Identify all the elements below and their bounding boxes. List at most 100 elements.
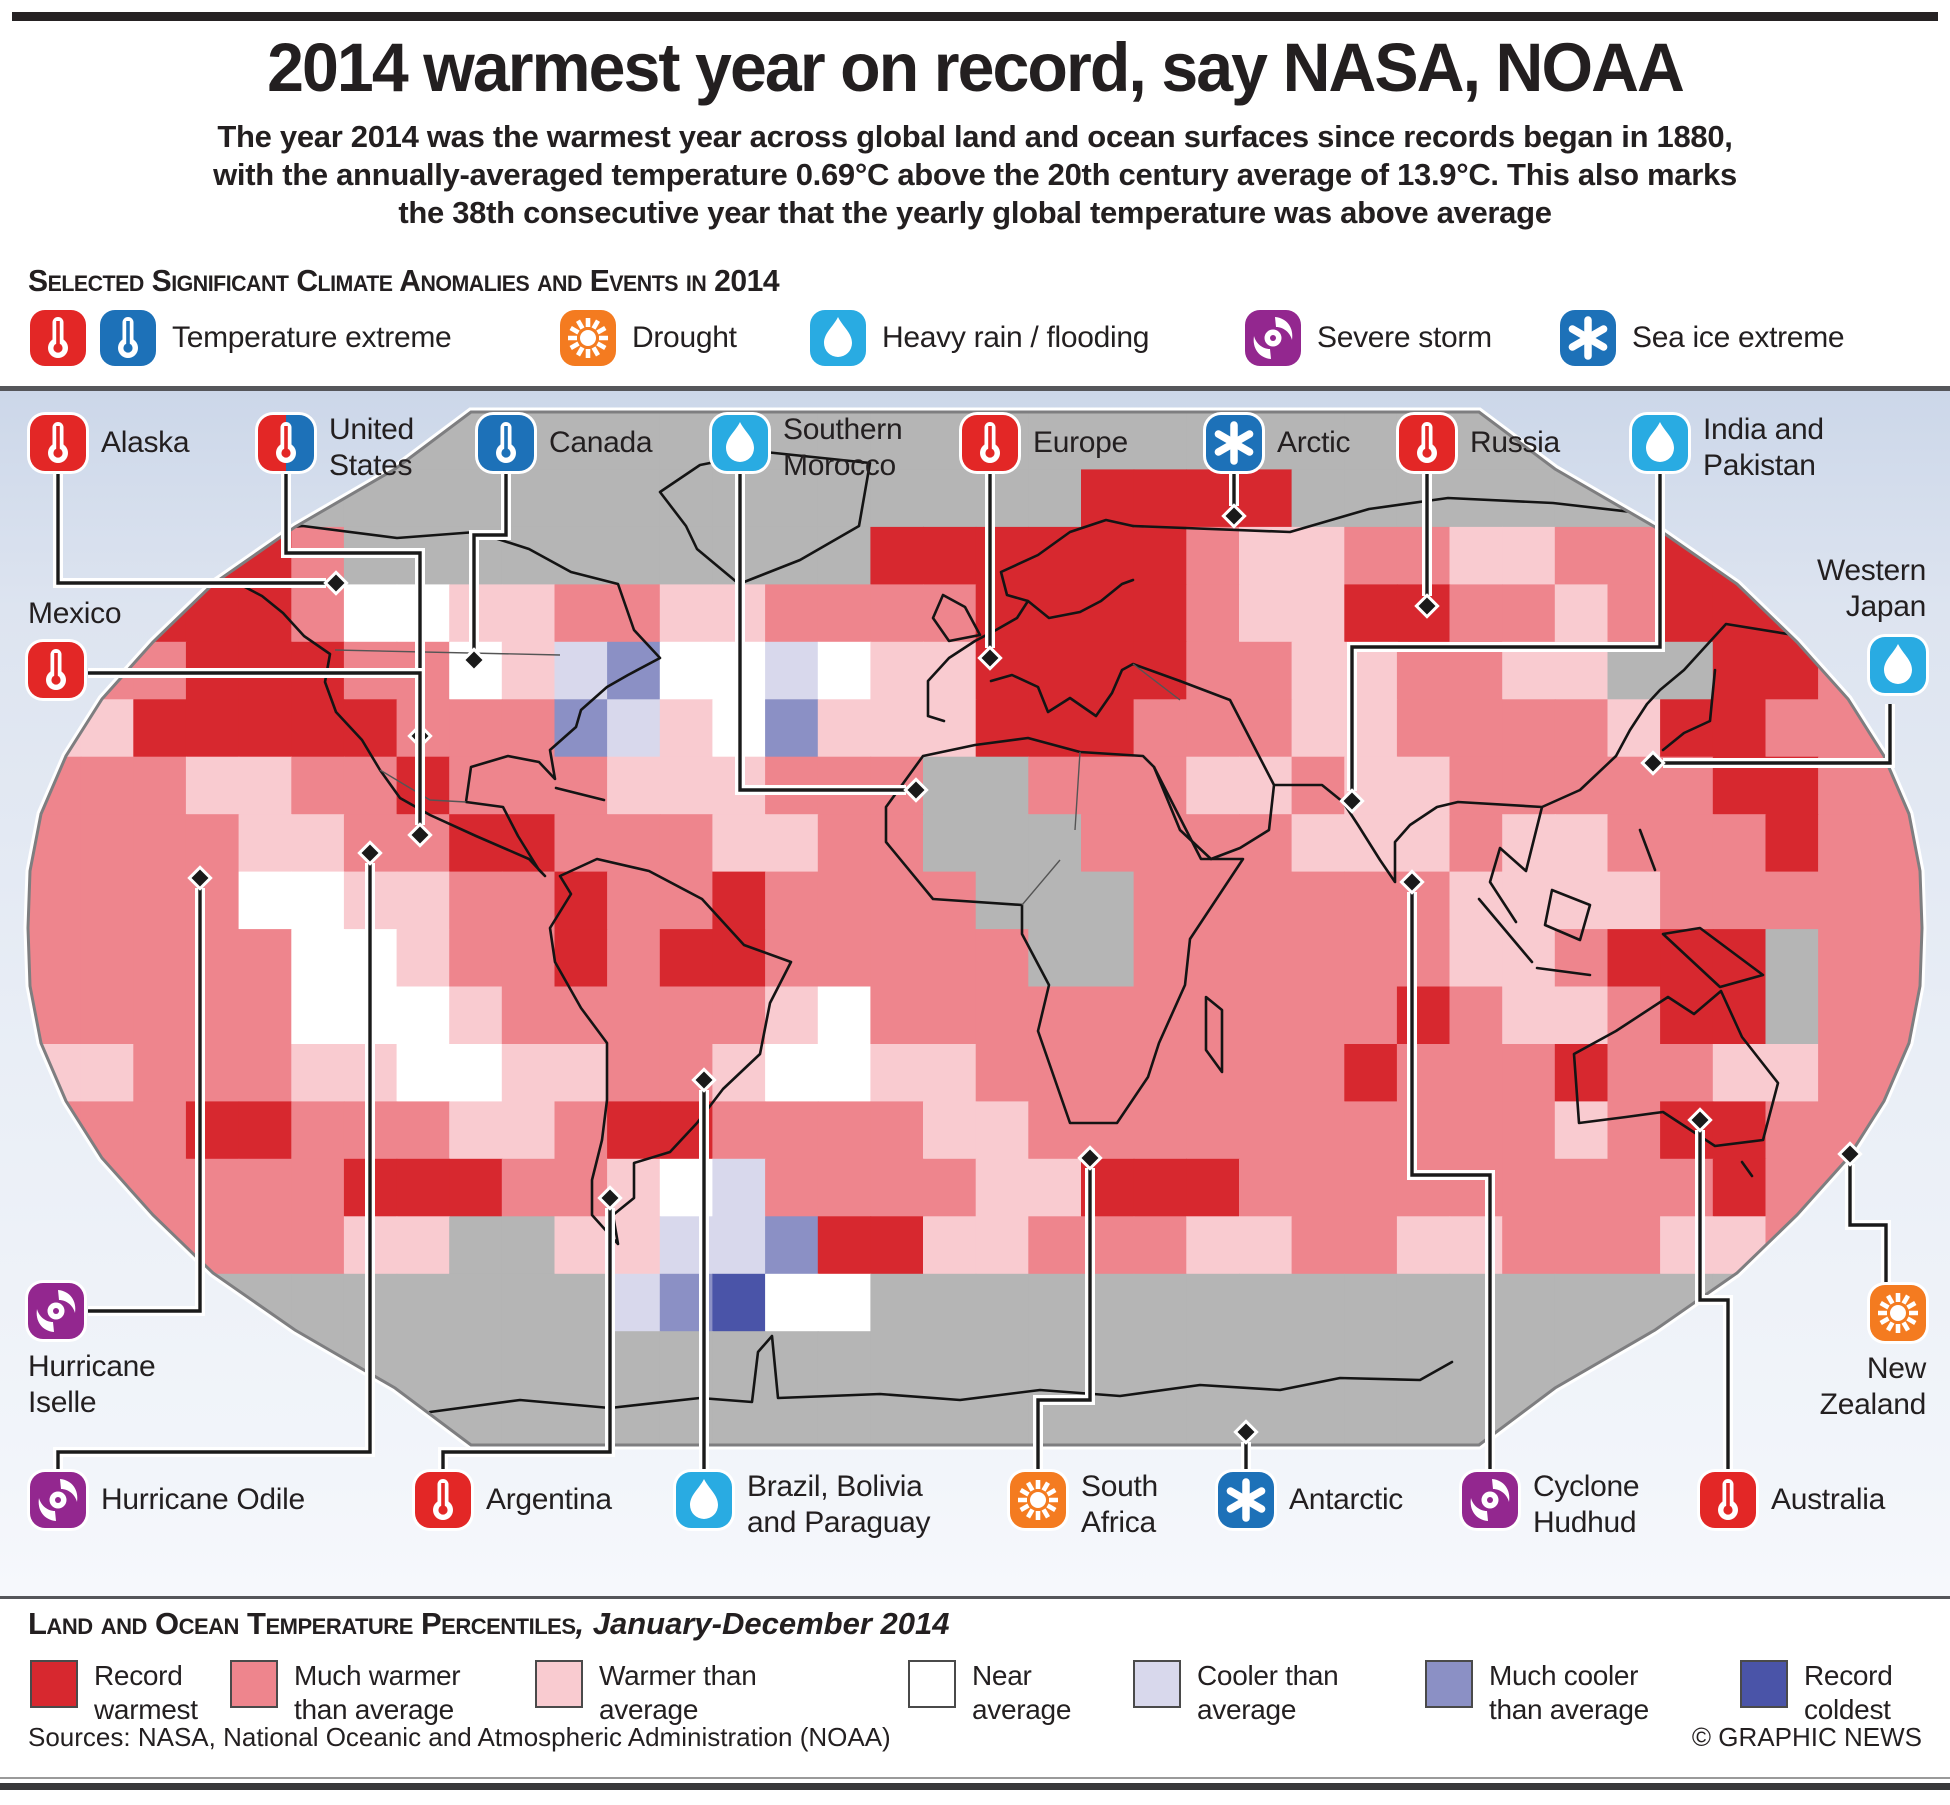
- map-cell: [1554, 1044, 1609, 1103]
- coast-uk: [931, 593, 982, 643]
- map-cell: [1028, 871, 1082, 930]
- map-cell: [1344, 929, 1398, 988]
- map-cell: [1712, 1158, 1767, 1218]
- map-cell: [765, 641, 819, 701]
- storm-icon: [1245, 310, 1301, 366]
- map-cell: [1712, 1216, 1767, 1275]
- map-cell: [817, 526, 872, 586]
- map-cell: [1028, 814, 1082, 873]
- map-cell: [1449, 986, 1503, 1045]
- map-cell: [659, 412, 714, 471]
- map-cell: [923, 986, 977, 1045]
- map-cell: [449, 1216, 503, 1275]
- map-cell: [291, 1273, 345, 1333]
- brazil-bolivia-paraguay-drop-icon: [676, 1472, 732, 1528]
- map-cell: [1186, 1158, 1240, 1218]
- map-cell: [291, 1331, 345, 1390]
- percentile-swatch: [535, 1660, 583, 1708]
- map-cell: [1449, 526, 1503, 586]
- callout-label-brazil-bolivia-paraguay: Brazil, Bolivia and Paraguay: [747, 1470, 931, 1539]
- map-cell: [1818, 929, 1872, 988]
- map-cell: [28, 1216, 82, 1275]
- map-cell: [1870, 469, 1922, 528]
- map-cell: [1344, 584, 1398, 643]
- legend-item-drought: Drought: [560, 310, 737, 366]
- legend-label-heavy-rain: Heavy rain / flooding: [882, 321, 1150, 354]
- map-cell: [659, 814, 714, 873]
- map-cell: [1028, 1216, 1082, 1275]
- map-cell: [343, 756, 398, 815]
- map-cell: [1607, 986, 1661, 1045]
- map-cell: [238, 1331, 292, 1390]
- callout-alaska: Alaska: [30, 415, 190, 471]
- map-cell: [1449, 871, 1503, 930]
- map-cell: [1028, 756, 1082, 815]
- map-cell: [975, 814, 1030, 873]
- map-cell: [80, 469, 135, 528]
- map-cell: [1818, 986, 1872, 1045]
- map-cell: [870, 871, 924, 930]
- new-zealand-sun-icon: [1870, 1285, 1926, 1341]
- map-cell: [133, 469, 187, 528]
- map-cell: [554, 814, 608, 873]
- percentile-item: Record warmest: [30, 1660, 198, 1727]
- map-cell: [449, 469, 503, 528]
- map-cell: [396, 1273, 450, 1333]
- map-cell: [1186, 756, 1240, 815]
- map-cell: [396, 1101, 450, 1160]
- map-cell: [1607, 1044, 1661, 1103]
- map-cell: [1133, 1331, 1187, 1390]
- map-cell: [238, 1158, 292, 1218]
- southern-morocco-drop-icon: [712, 415, 768, 471]
- map-cell: [1554, 1216, 1609, 1275]
- map-cell: [1396, 929, 1451, 988]
- map-cell: [870, 1216, 924, 1275]
- map-cell: [817, 469, 872, 528]
- percentile-swatch: [1133, 1660, 1181, 1708]
- hurricane-iselle-storm-icon: [28, 1283, 84, 1339]
- map-cell: [607, 412, 661, 471]
- map-cell: [1660, 1388, 1714, 1445]
- coast-asia: [1131, 496, 1918, 924]
- map-cell: [1186, 699, 1240, 758]
- map-cell: [1396, 1044, 1451, 1103]
- percentile-swatch: [30, 1660, 78, 1708]
- map-cell: [1344, 1273, 1398, 1333]
- map-cell: [1133, 699, 1187, 758]
- map-cell: [1502, 699, 1556, 758]
- map-cell: [607, 929, 661, 988]
- map-cell: [80, 1044, 135, 1103]
- map-cell: [133, 814, 187, 873]
- map-cell: [291, 699, 345, 758]
- divider-bottom: [0, 1596, 1950, 1599]
- map-cell: [554, 584, 608, 643]
- map-cell: [1818, 1044, 1872, 1103]
- coast-south-america: [548, 786, 793, 1246]
- map-cell: [870, 526, 924, 586]
- map-cell: [923, 641, 977, 701]
- map-cell: [1396, 1273, 1451, 1333]
- map-cell: [1502, 871, 1556, 930]
- diamond-cyclone-hudhud: [1399, 869, 1425, 895]
- map-cell: [1186, 871, 1240, 930]
- map-cell: [870, 986, 924, 1045]
- map-cell: [1239, 699, 1293, 758]
- map-cell: [185, 986, 240, 1045]
- map-cell: [238, 986, 292, 1045]
- divider-top: [0, 386, 1950, 391]
- map-cell: [291, 1158, 345, 1218]
- map-cell: [817, 986, 872, 1045]
- map-cell: [712, 814, 766, 873]
- map-cell: [975, 1273, 1030, 1333]
- map-cell: [923, 1101, 977, 1160]
- map-cell: [554, 641, 608, 701]
- map-cell: [1712, 1044, 1767, 1103]
- map-cell: [765, 1101, 819, 1160]
- map-cell: [870, 641, 924, 701]
- map-cell: [1607, 1216, 1661, 1275]
- map-cell: [291, 1216, 345, 1275]
- map-cell: [396, 871, 450, 930]
- map-cell: [659, 929, 714, 988]
- alaska-therm-icon: [30, 415, 86, 471]
- map-cell: [765, 469, 819, 528]
